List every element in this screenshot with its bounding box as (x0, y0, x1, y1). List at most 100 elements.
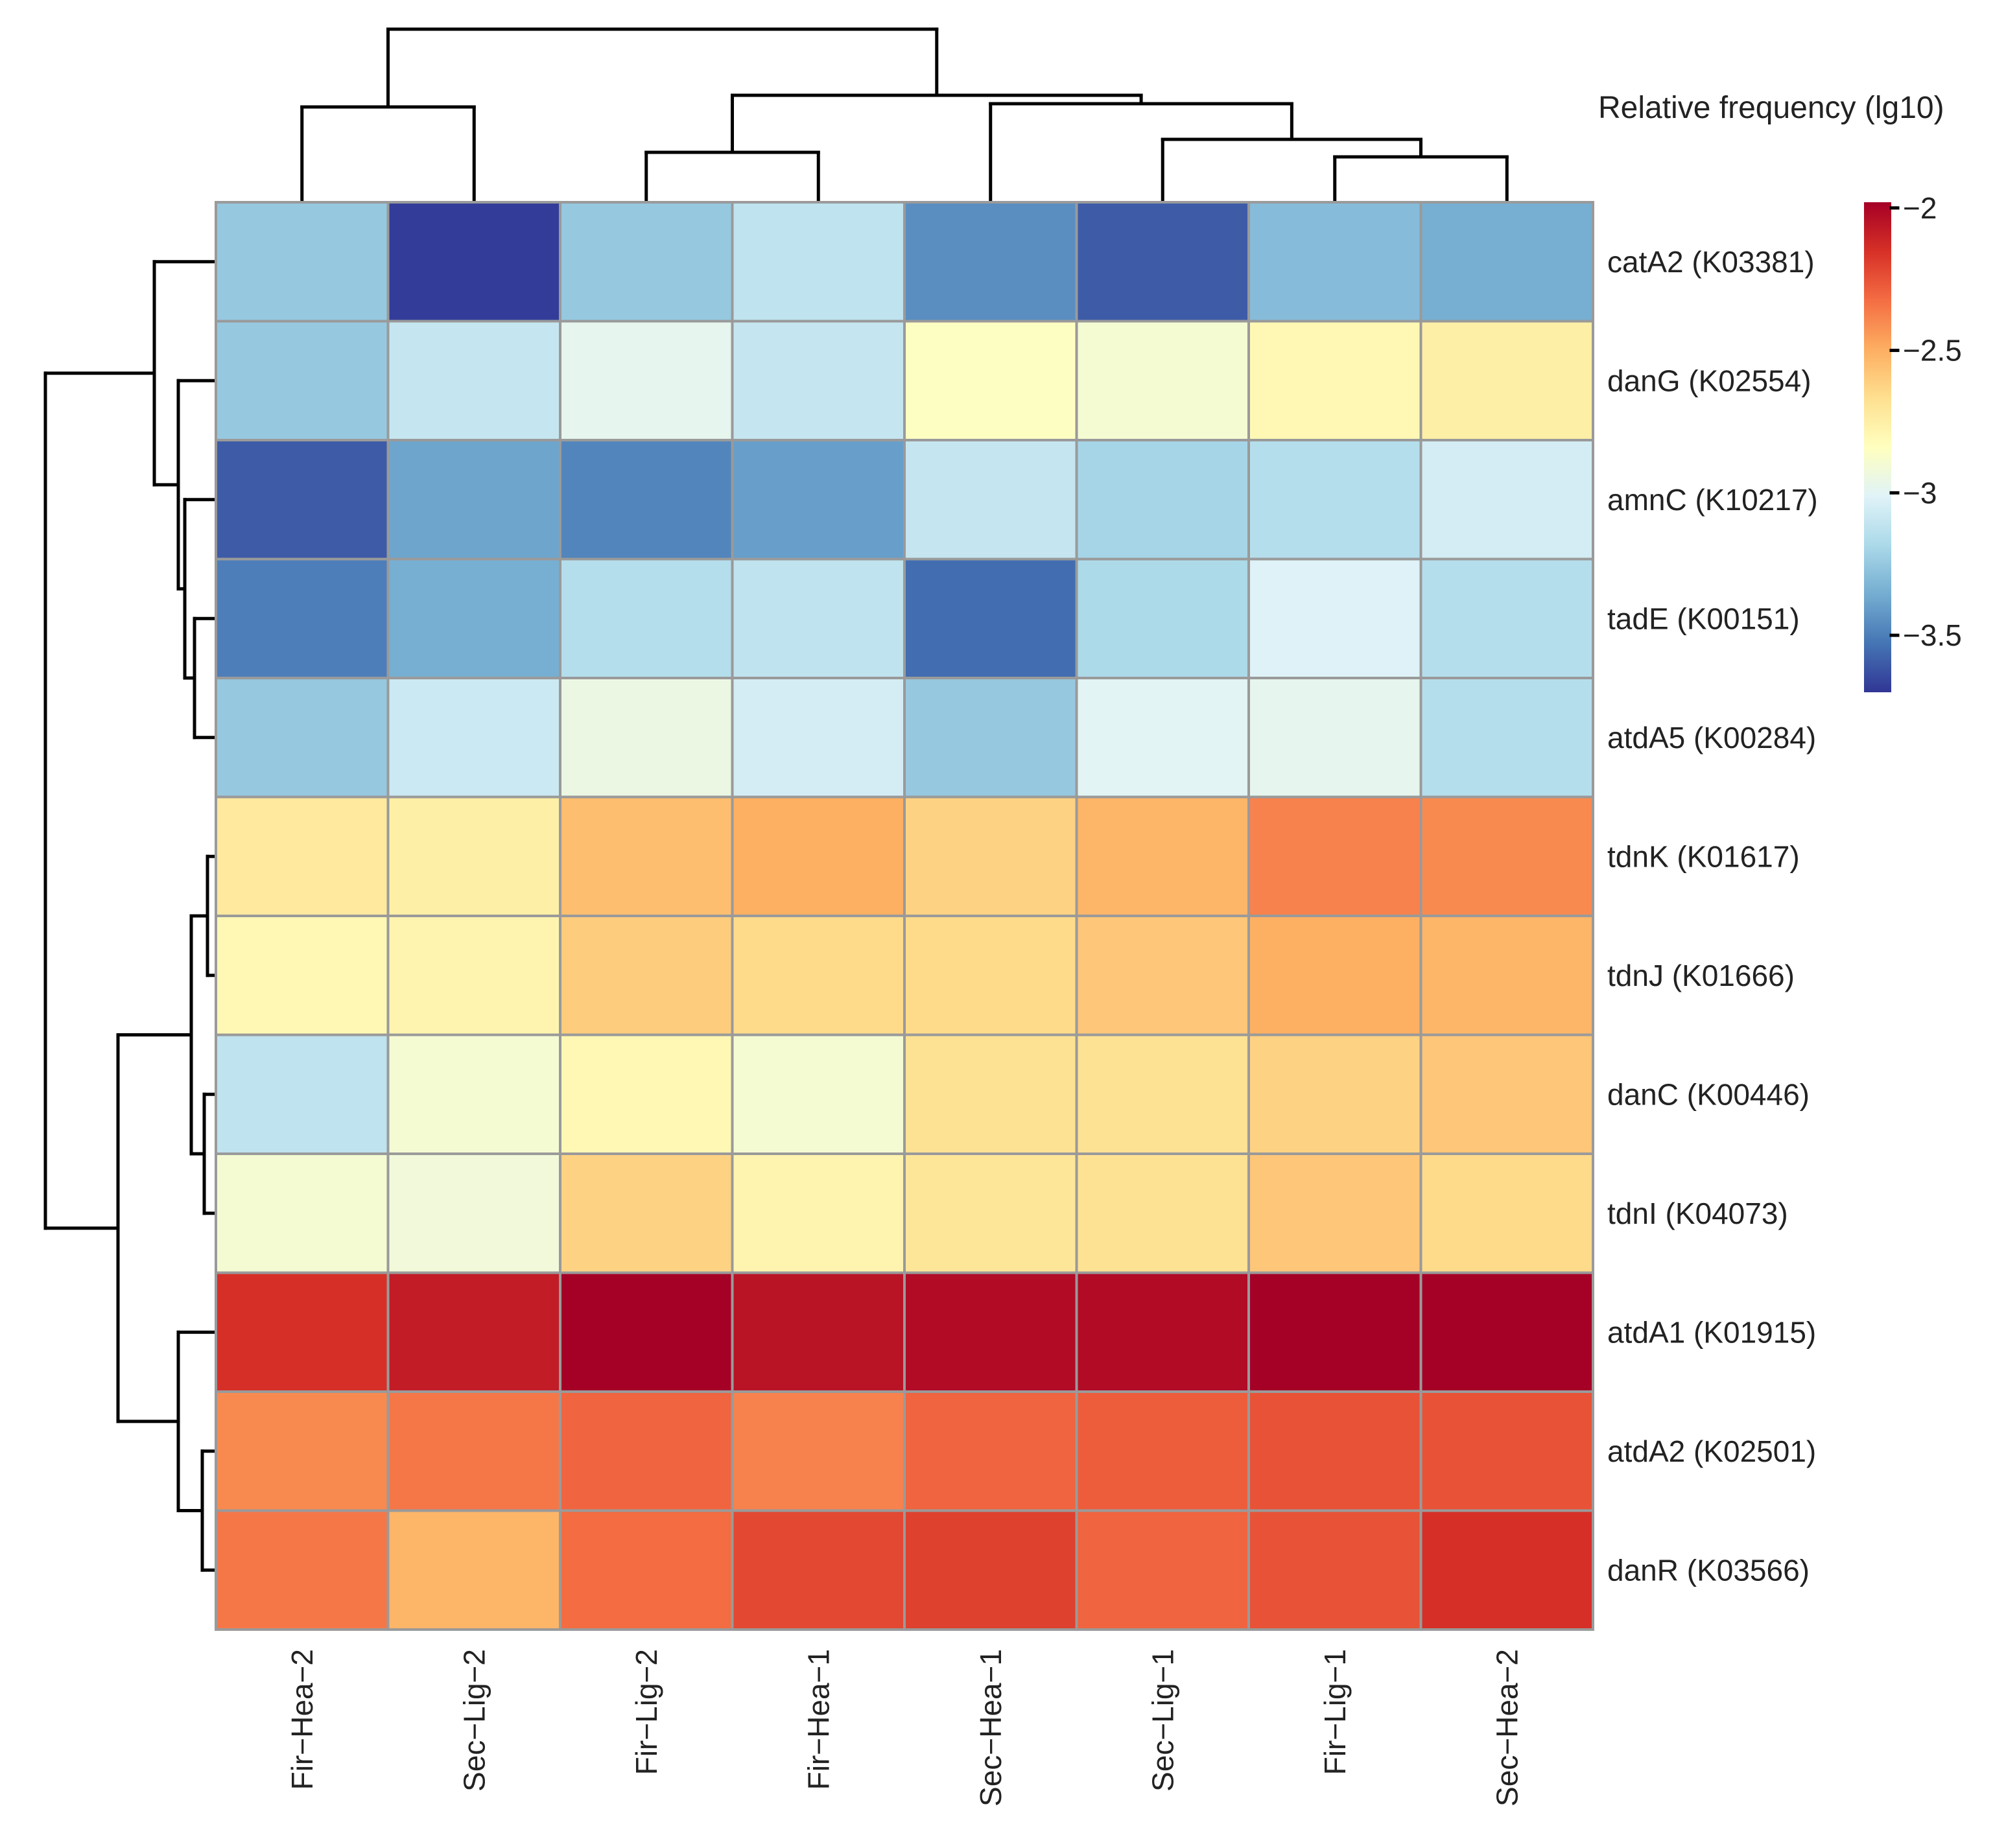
heatmap-cell-dang-k02554-sec-lig-2 (386, 320, 561, 441)
heatmap-cell-atda1-k01915-sec-lig-2 (386, 1271, 561, 1393)
heatmap-cell-tdnj-k01666-sec-hea-1 (903, 915, 1078, 1036)
heatmap-cell-danr-k03566-fir-hea-2 (215, 1509, 390, 1631)
heatmap-cell-tdni-k04073-fir-lig-2 (559, 1152, 734, 1274)
heatmap-cell-atda2-k02501-fir-lig-2 (559, 1390, 734, 1512)
heatmap-cell-tdni-k04073-sec-lig-2 (386, 1152, 561, 1274)
heatmap-cell-atda5-k00284-fir-hea-1 (731, 677, 906, 799)
heatmap-cell-danc-k00446-fir-lig-1 (1247, 1033, 1422, 1155)
heatmap-cell-tdnj-k01666-sec-lig-2 (386, 915, 561, 1036)
heatmap-cell-tdnk-k01617-sec-lig-1 (1075, 795, 1250, 917)
heatmap-cell-tdnk-k01617-fir-hea-2 (215, 795, 390, 917)
row-labels: catA2 (K03381) danG (K02554) amnC (K10217)… (1607, 245, 1818, 1587)
heatmap-cell-atda5-k00284-sec-lig-2 (386, 677, 561, 799)
legend-tick-label: −2.5 (1903, 334, 1962, 368)
heatmap-cell-dang-k02554-fir-lig-2 (559, 320, 734, 441)
heatmap-cell-danr-k03566-fir-lig-1 (1247, 1509, 1422, 1631)
legend-ticks: −2 −2.5 −3 −3.5 (1889, 191, 1962, 652)
heatmap-cell-tade-k00151-fir-lig-2 (559, 557, 734, 679)
heatmap-cell-dang-k02554-sec-lig-1 (1075, 320, 1250, 441)
heatmap-cell-tdnj-k01666-fir-lig-1 (1247, 915, 1422, 1036)
heatmap-cells (215, 201, 1594, 1631)
heatmap-cell-tdnk-k01617-sec-lig-2 (386, 795, 561, 917)
heatmap-cell-danr-k03566-sec-hea-1 (903, 1509, 1078, 1631)
column-dendrogram (300, 27, 1509, 204)
heatmap-cell-atda1-k01915-sec-lig-1 (1075, 1271, 1250, 1393)
heatmap-cell-atda1-k01915-fir-hea-2 (215, 1271, 390, 1393)
heatmap-cell-tdnk-k01617-sec-hea-2 (1419, 795, 1594, 917)
row-label-danc-k00446: danC (K00446) (1607, 1077, 1810, 1111)
heatmap-cell-tdni-k04073-fir-hea-1 (731, 1152, 906, 1274)
row-label-cata2-k03381: catA2 (K03381) (1607, 245, 1815, 279)
heatmap-cell-atda1-k01915-sec-hea-2 (1419, 1271, 1594, 1393)
row-label-tade-k00151: tadE (K00151) (1607, 602, 1800, 635)
heatmap-cell-cata2-k03381-sec-lig-2 (386, 201, 561, 323)
heatmap-cell-dang-k02554-sec-hea-1 (903, 320, 1078, 441)
legend-color-bar (1864, 202, 1891, 692)
heatmap-cell-dang-k02554-sec-hea-2 (1419, 320, 1594, 441)
heatmap-cell-atda2-k02501-sec-lig-2 (386, 1390, 561, 1512)
row-label-atda1-k01915: atdA1 (K01915) (1607, 1315, 1816, 1349)
heatmap-cell-atda2-k02501-fir-hea-1 (731, 1390, 906, 1512)
heatmap-cell-atda1-k01915-fir-lig-2 (559, 1271, 734, 1393)
heatmap-cell-cata2-k03381-fir-hea-2 (215, 201, 390, 323)
heatmap-cell-atda5-k00284-sec-hea-1 (903, 677, 1078, 799)
heatmap-cell-tdnj-k01666-fir-lig-2 (559, 915, 734, 1036)
heatmap-cell-atda1-k01915-sec-hea-1 (903, 1271, 1078, 1393)
column-label-fir-hea-2: Fir−Hea−2 (285, 1649, 319, 1790)
heatmap-cell-tdni-k04073-fir-lig-1 (1247, 1152, 1422, 1274)
heatmap-cell-amnc-k10217-fir-hea-1 (731, 439, 906, 561)
heatmap-cell-tdnk-k01617-fir-lig-1 (1247, 795, 1422, 917)
legend-title: Relative frequency (lg10) (1598, 91, 1944, 125)
heatmap-cell-danr-k03566-sec-hea-2 (1419, 1509, 1594, 1631)
heatmap-cell-tdni-k04073-sec-lig-1 (1075, 1152, 1250, 1274)
row-label-tdnj-k01666: tdnJ (K01666) (1607, 959, 1795, 992)
heatmap-cell-atda5-k00284-fir-hea-2 (215, 677, 390, 799)
heatmap-cell-cata2-k03381-fir-hea-1 (731, 201, 906, 323)
heatmap-cell-tdni-k04073-fir-hea-2 (215, 1152, 390, 1274)
heatmap-cell-amnc-k10217-fir-lig-1 (1247, 439, 1422, 561)
heatmap-cell-tdnk-k01617-fir-hea-1 (731, 795, 906, 917)
heatmap-cell-amnc-k10217-fir-hea-2 (215, 439, 390, 561)
heatmap-cell-danr-k03566-fir-hea-1 (731, 1509, 906, 1631)
row-label-atda5-k00284: atdA5 (K00284) (1607, 721, 1816, 754)
heatmap-border (215, 201, 1594, 1631)
heatmap-cell-atda5-k00284-fir-lig-1 (1247, 677, 1422, 799)
heatmap-cell-tade-k00151-sec-lig-1 (1075, 557, 1250, 679)
heatmap-cell-atda2-k02501-fir-hea-2 (215, 1390, 390, 1512)
heatmap-cell-amnc-k10217-sec-lig-2 (386, 439, 561, 561)
heatmap-cell-tade-k00151-sec-lig-2 (386, 557, 561, 679)
heatmap-cell-dang-k02554-fir-hea-1 (731, 320, 906, 441)
color-legend: Relative frequency (lg10) −2 −2.5 −3 −3.5 (1598, 91, 1962, 692)
heatmap-cell-cata2-k03381-fir-lig-2 (559, 201, 734, 323)
heatmap-cell-tade-k00151-sec-hea-2 (1419, 557, 1594, 679)
row-label-tdnk-k01617: tdnK (K01617) (1607, 839, 1800, 873)
heatmap-cell-tade-k00151-fir-hea-2 (215, 557, 390, 679)
heatmap-cell-atda5-k00284-sec-hea-2 (1419, 677, 1594, 799)
heatmap-cell-danc-k00446-sec-hea-2 (1419, 1033, 1594, 1155)
heatmap-cell-cata2-k03381-fir-lig-1 (1247, 201, 1422, 323)
heatmap-cell-atda5-k00284-fir-lig-2 (559, 677, 734, 799)
heatmap-cell-atda5-k00284-sec-lig-1 (1075, 677, 1250, 799)
heatmap-cell-tade-k00151-sec-hea-1 (903, 557, 1078, 679)
heatmap-cell-danc-k00446-fir-hea-2 (215, 1033, 390, 1155)
heatmap-cell-tdnj-k01666-sec-hea-2 (1419, 915, 1594, 1036)
heatmap-cell-atda2-k02501-fir-lig-1 (1247, 1390, 1422, 1512)
column-label-sec-hea-2: Sec−Hea−2 (1490, 1649, 1524, 1807)
row-label-atda2-k02501: atdA2 (K02501) (1607, 1434, 1816, 1468)
heatmap-cell-tdnj-k01666-fir-hea-2 (215, 915, 390, 1036)
heatmap-cell-amnc-k10217-sec-hea-2 (1419, 439, 1594, 561)
heatmap-cell-danc-k00446-fir-hea-1 (731, 1033, 906, 1155)
column-label-sec-hea-1: Sec−Hea−1 (974, 1649, 1008, 1807)
heatmap-cell-amnc-k10217-sec-lig-1 (1075, 439, 1250, 561)
heatmap-cell-atda2-k02501-sec-hea-1 (903, 1390, 1078, 1512)
heatmap-cell-danr-k03566-sec-lig-1 (1075, 1509, 1250, 1631)
legend-tick-label: −3.5 (1903, 618, 1962, 652)
heatmap-cell-danr-k03566-sec-lig-2 (386, 1509, 561, 1631)
heatmap-cell-tdnj-k01666-sec-lig-1 (1075, 915, 1250, 1036)
heatmap-cell-amnc-k10217-sec-hea-1 (903, 439, 1078, 561)
heatmap-cell-dang-k02554-fir-hea-2 (215, 320, 390, 441)
row-label-danr-k03566: danR (K03566) (1607, 1553, 1810, 1587)
heatmap-cell-atda2-k02501-sec-hea-2 (1419, 1390, 1594, 1512)
heatmap-cell-danc-k00446-sec-lig-2 (386, 1033, 561, 1155)
